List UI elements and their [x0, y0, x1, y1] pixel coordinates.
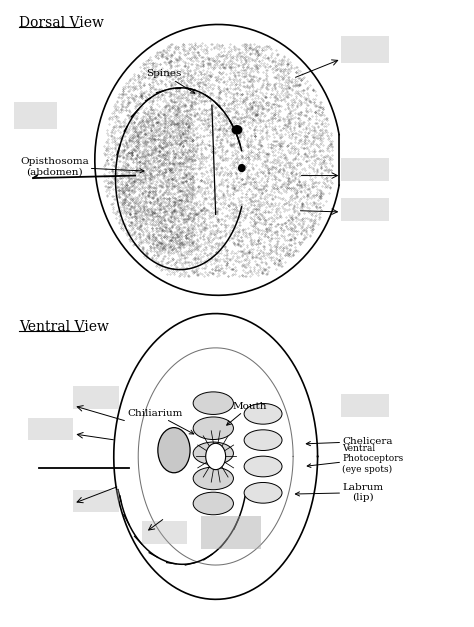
Bar [28, 418, 73, 440]
Bar [341, 158, 389, 181]
Ellipse shape [206, 443, 226, 470]
Ellipse shape [244, 430, 282, 450]
Ellipse shape [193, 492, 233, 515]
Text: Chiliarium: Chiliarium [127, 409, 194, 434]
Bar [142, 521, 187, 544]
Ellipse shape [193, 417, 233, 440]
Bar [73, 490, 118, 512]
Bar [73, 386, 118, 409]
Ellipse shape [232, 125, 242, 134]
Text: Chelicera: Chelicera [306, 437, 393, 446]
Ellipse shape [238, 164, 245, 172]
Text: Ventral View: Ventral View [19, 320, 109, 334]
Ellipse shape [193, 467, 233, 490]
Bar [201, 516, 261, 549]
Ellipse shape [158, 428, 190, 473]
Text: Labrum
(lip): Labrum (lip) [295, 483, 383, 502]
Text: Opisthosoma
(abdomen): Opisthosoma (abdomen) [20, 157, 144, 176]
Ellipse shape [244, 483, 282, 503]
Bar [341, 36, 389, 63]
Ellipse shape [193, 442, 233, 465]
Text: Mouth: Mouth [227, 402, 267, 425]
Ellipse shape [244, 404, 282, 424]
Ellipse shape [244, 456, 282, 477]
Text: Ventral
Photoceptors
(eye spots): Ventral Photoceptors (eye spots) [307, 443, 403, 473]
Text: Spines: Spines [146, 70, 195, 93]
Ellipse shape [193, 392, 233, 414]
Bar [341, 198, 389, 221]
Bar [341, 394, 389, 417]
Text: Dorsal View: Dorsal View [19, 16, 104, 29]
Bar [14, 102, 57, 129]
